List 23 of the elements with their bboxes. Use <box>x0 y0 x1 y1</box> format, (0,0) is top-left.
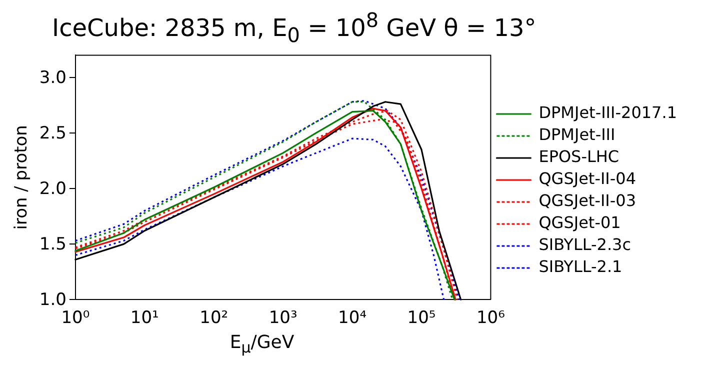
legend-label: SIBYLL-2.3c <box>538 235 632 254</box>
x-tick-label: 10⁶ <box>476 308 506 328</box>
legend-label: DPMJet-III-2017.1 <box>538 103 677 122</box>
legend-label: QGSJet-II-03 <box>538 191 636 210</box>
y-tick-label: 3.0 <box>39 68 66 88</box>
legend-label: EPOS-LHC <box>538 147 620 166</box>
legend-label: SIBYLL-2.1 <box>538 257 622 276</box>
y-tick-label: 1.5 <box>39 234 66 254</box>
x-tick-label: 10¹ <box>130 308 159 328</box>
y-tick-label: 1.0 <box>39 290 66 310</box>
x-tick-label: 10⁰ <box>61 308 90 328</box>
legend-label: DPMJet-III <box>538 125 616 144</box>
chart-title: IceCube: 2835 m, E$_{0}$ = 10$^{8}$ GeV θ = 13° <box>51 8 538 47</box>
x-tick-label: 10³ <box>268 308 298 328</box>
y-axis-title: iron / proton <box>12 125 32 230</box>
y-tick-label: 2.5 <box>39 123 66 144</box>
legend-label: QGSJet-II-04 <box>538 169 636 188</box>
x-tick-label: 10² <box>200 308 228 328</box>
x-tick-label: 10⁵ <box>407 308 436 328</box>
legend-label: QGSJet-01 <box>538 213 621 232</box>
x-axis-title: E$_{μ}$/GeV <box>228 332 296 357</box>
y-tick-label: 2.0 <box>39 178 66 199</box>
x-tick-label: 10⁴ <box>338 308 367 328</box>
